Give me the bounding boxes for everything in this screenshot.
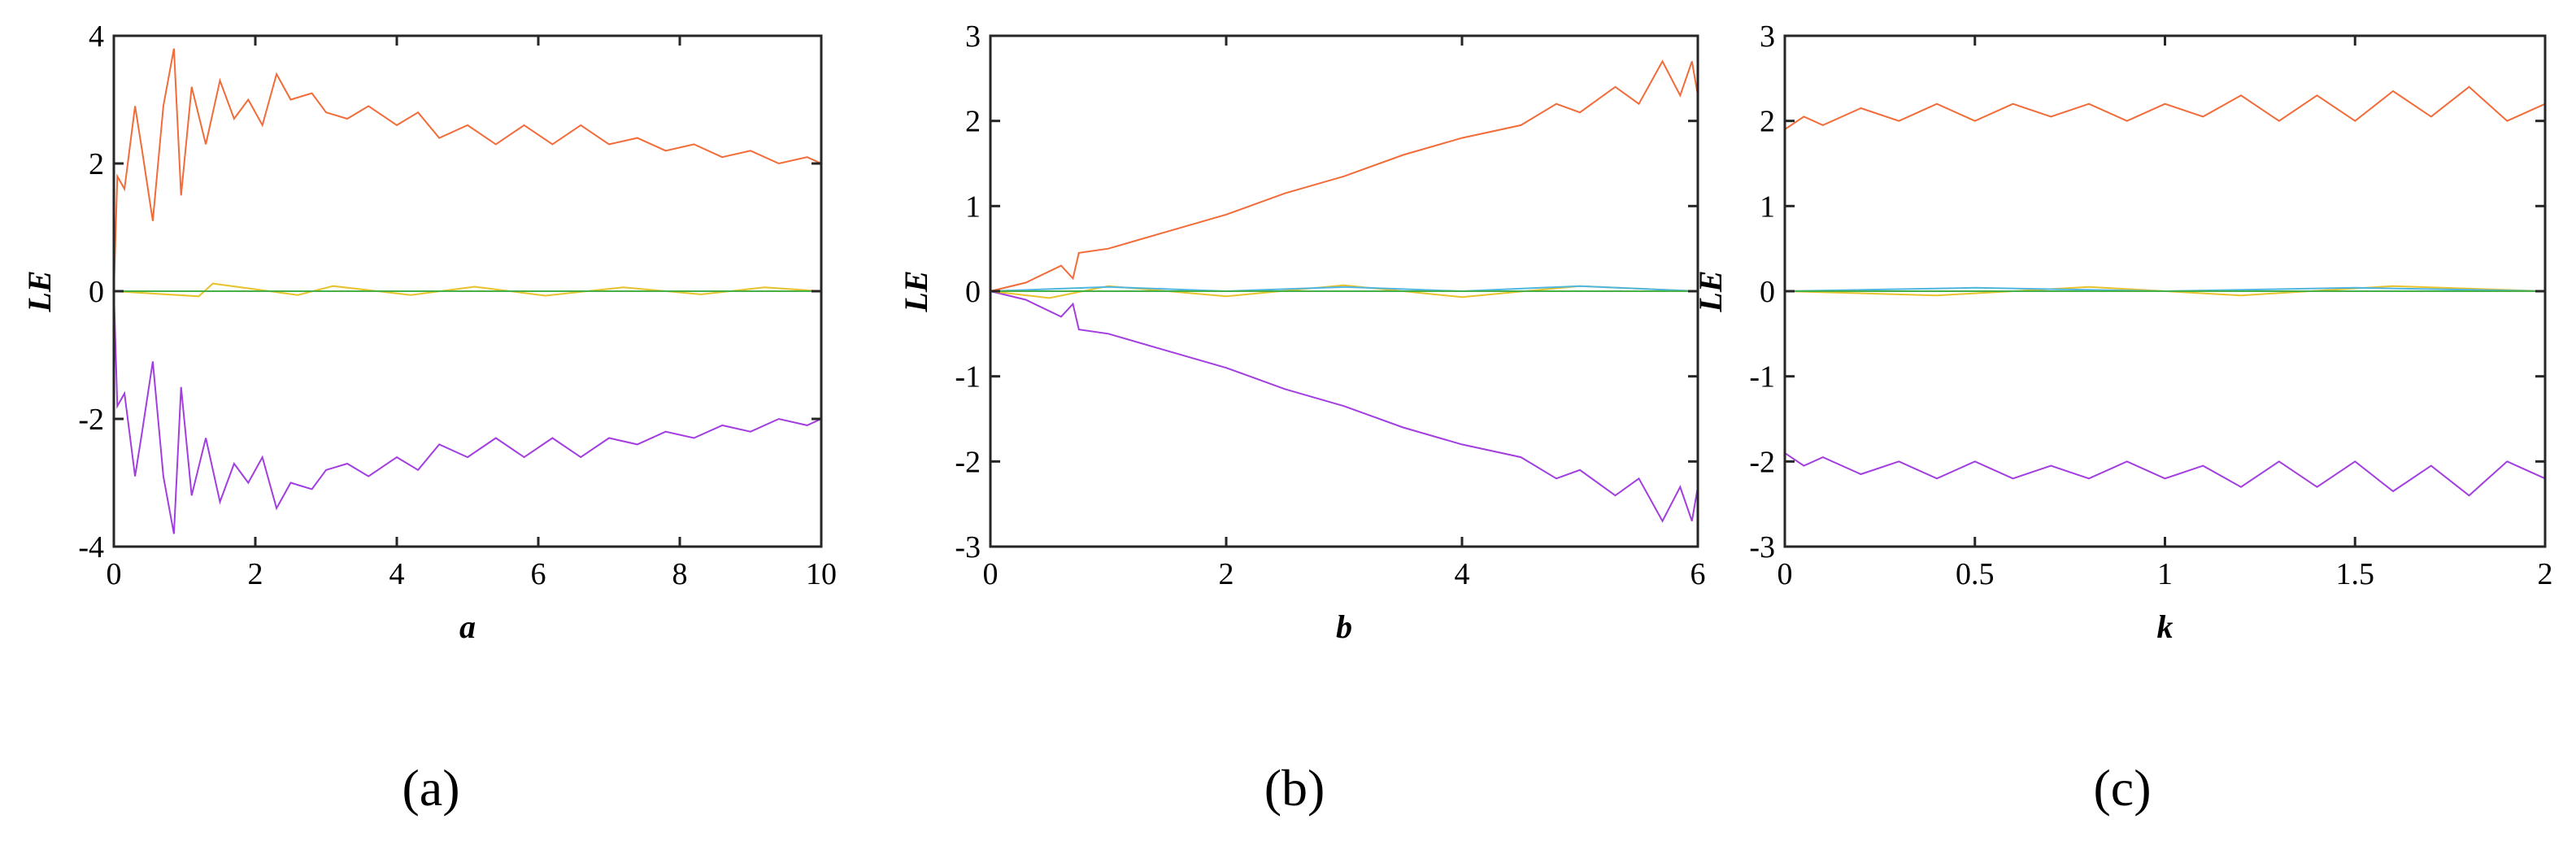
x-tick-label: 2 bbox=[2538, 557, 2553, 591]
x-axis-label: k bbox=[2157, 608, 2174, 645]
x-tick-label: 6 bbox=[531, 557, 546, 591]
panel-3: 0 0.5 1 1.5 2 -3 -2 -1 0 1 2 3 k LE (c) bbox=[1692, 20, 2553, 817]
y-tick-label: -2 bbox=[955, 445, 981, 479]
series-line bbox=[990, 290, 1699, 523]
y-axis-label: LE bbox=[21, 270, 58, 312]
x-tick-label: 8 bbox=[672, 557, 688, 591]
y-tick-label: -2 bbox=[78, 403, 104, 437]
y-tick-label: -2 bbox=[1749, 445, 1775, 479]
panel-2: 0 2 4 6 -3 -2 -1 0 1 2 3 b LE (b) bbox=[898, 20, 1706, 817]
x-tick-label: 0.5 bbox=[1956, 557, 1995, 591]
y-tick-label: -3 bbox=[955, 530, 981, 564]
x-tick-label: 2 bbox=[248, 557, 263, 591]
y-tick-label: -3 bbox=[1749, 530, 1775, 564]
y-tick-label: 0 bbox=[89, 275, 104, 309]
y-tick-label: -1 bbox=[955, 360, 981, 394]
y-axis-label: LE bbox=[898, 270, 934, 312]
x-tick-label: 4 bbox=[1455, 557, 1470, 591]
y-tick-label: 0 bbox=[965, 275, 981, 309]
x-tick-label: 0 bbox=[107, 557, 122, 591]
panel-caption: (c) bbox=[2093, 759, 2151, 817]
y-tick-label: 1 bbox=[965, 190, 981, 224]
panel-1: 0 2 4 6 8 10 -4 -2 0 2 4 a LE (a) bbox=[21, 20, 837, 817]
x-tick-label: 2 bbox=[1219, 557, 1234, 591]
x-tick-label: 1 bbox=[2157, 557, 2173, 591]
y-tick-label: 4 bbox=[89, 20, 104, 54]
y-tick-label: -4 bbox=[78, 530, 104, 564]
x-tick-label: 6 bbox=[1690, 557, 1706, 591]
x-tick-label: 4 bbox=[389, 557, 405, 591]
x-tick-label: 0 bbox=[1778, 557, 1793, 591]
x-tick-label: 0 bbox=[983, 557, 999, 591]
y-tick-label: 1 bbox=[1760, 190, 1775, 224]
y-axis-label: LE bbox=[1692, 270, 1729, 312]
y-tick-label: 3 bbox=[965, 20, 981, 54]
y-tick-label: 3 bbox=[1760, 20, 1775, 54]
x-axis-label: b bbox=[1336, 608, 1352, 645]
x-tick-label: 10 bbox=[806, 557, 837, 591]
y-tick-label: 2 bbox=[965, 105, 981, 139]
panel-caption: (b) bbox=[1264, 759, 1325, 817]
y-tick-label: 2 bbox=[1760, 105, 1775, 139]
series-line bbox=[990, 285, 1699, 293]
y-tick-label: 2 bbox=[89, 147, 104, 181]
series-line bbox=[1784, 452, 2546, 497]
y-tick-label: -1 bbox=[1749, 360, 1775, 394]
y-tick-label: 0 bbox=[1760, 275, 1775, 309]
series-line bbox=[113, 48, 822, 292]
x-tick-label: 1.5 bbox=[2336, 557, 2375, 591]
x-axis-label: a bbox=[459, 608, 476, 645]
series-line bbox=[1784, 85, 2546, 130]
series-line bbox=[113, 290, 822, 534]
series-line bbox=[113, 282, 822, 298]
series-line bbox=[990, 59, 1699, 292]
panel-caption: (a) bbox=[402, 759, 459, 817]
